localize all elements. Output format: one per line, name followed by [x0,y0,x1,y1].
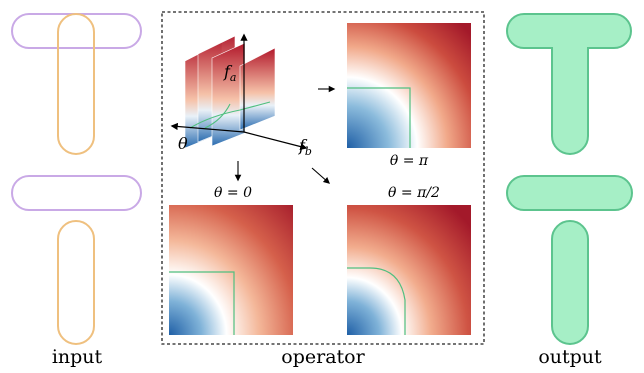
contour-pi2 [347,267,406,335]
input-horizontal-capsule-bottom [11,175,142,211]
caption-input: input [51,346,103,368]
input-vertical-capsule-bottom [57,220,95,345]
caption-operator: operator [281,346,365,368]
panel-theta-pi [347,23,471,148]
panel-title-0: θ = 0 [214,185,252,201]
theta-axis-label: θ [178,134,188,153]
stacked-slices-3d [170,33,308,151]
theta-axis [170,122,245,133]
panel-title-pi: θ = π [389,153,429,169]
caption-output: output [538,346,602,368]
contour-pi [347,87,411,148]
fb-axis [243,131,308,151]
fa-axis-label: fa [224,62,237,85]
input-horizontal-capsule-top [11,13,142,49]
fb-axis-label: fb [299,136,312,159]
output-shapes [506,13,633,345]
output-horizontal-capsule-bottom [506,175,633,211]
output-vertical-capsule-bottom [551,220,589,345]
output-t-shape-top [506,13,632,155]
contour-0 [169,271,235,335]
panel-title-pi2: θ = π/2 [388,185,440,201]
arrow-to-pi2 [311,167,330,184]
panel-theta-0 [169,205,293,335]
input-vertical-capsule-top [57,13,95,155]
input-shapes [11,13,142,345]
operator-frame [161,11,485,345]
panel-theta-pi2 [347,205,471,335]
